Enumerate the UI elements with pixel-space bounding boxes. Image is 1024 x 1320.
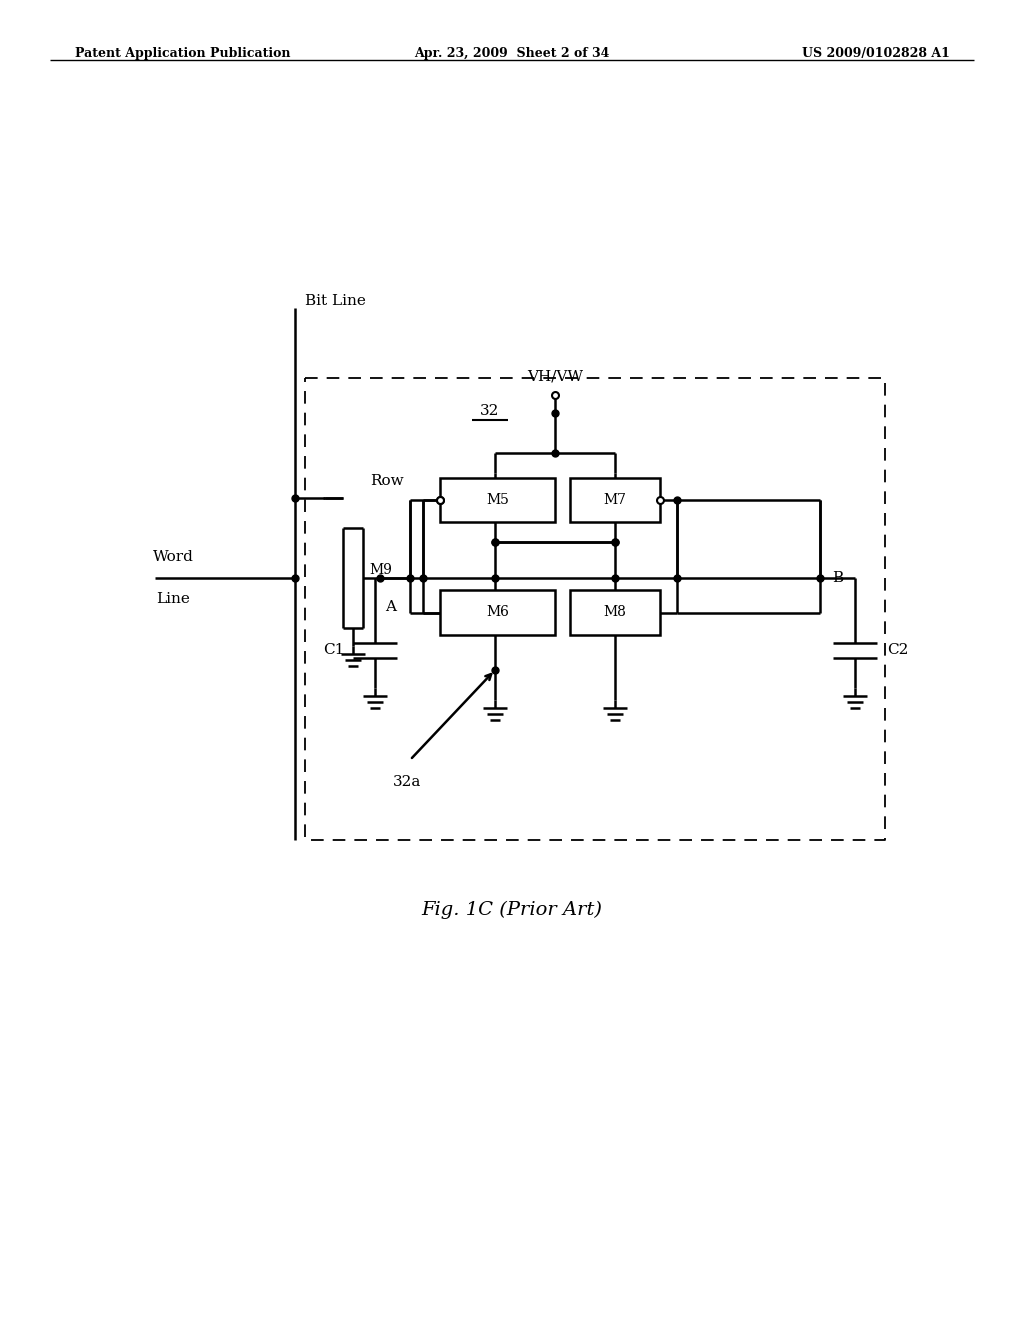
Text: 32a: 32a (393, 775, 421, 789)
Text: Bit Line: Bit Line (305, 294, 366, 308)
Bar (570, 590, 660, 635)
Text: C1: C1 (324, 643, 345, 657)
Text: M9: M9 (369, 564, 392, 577)
Bar (574, 594, 656, 631)
Bar (440, 590, 555, 635)
Text: US 2009/0102828 A1: US 2009/0102828 A1 (802, 48, 950, 59)
Text: B: B (831, 572, 843, 585)
Text: M5: M5 (486, 492, 509, 507)
Bar (444, 482, 551, 517)
Text: M7: M7 (603, 492, 627, 507)
Text: Row: Row (370, 474, 403, 488)
Text: Fig. 1C (Prior Art): Fig. 1C (Prior Art) (422, 900, 602, 919)
Text: Apr. 23, 2009  Sheet 2 of 34: Apr. 23, 2009 Sheet 2 of 34 (415, 48, 609, 59)
Text: Patent Application Publication: Patent Application Publication (75, 48, 291, 59)
Text: C2: C2 (887, 643, 908, 657)
Text: M8: M8 (603, 606, 627, 619)
Bar (570, 478, 660, 521)
Text: 32: 32 (480, 404, 500, 418)
Bar (444, 594, 551, 631)
Text: M6: M6 (486, 606, 509, 619)
Text: Line: Line (156, 591, 189, 606)
Text: A: A (385, 601, 396, 614)
Text: Word: Word (153, 550, 194, 564)
Text: VH/VW: VH/VW (527, 370, 583, 383)
Bar (574, 482, 656, 517)
Bar (440, 478, 555, 521)
